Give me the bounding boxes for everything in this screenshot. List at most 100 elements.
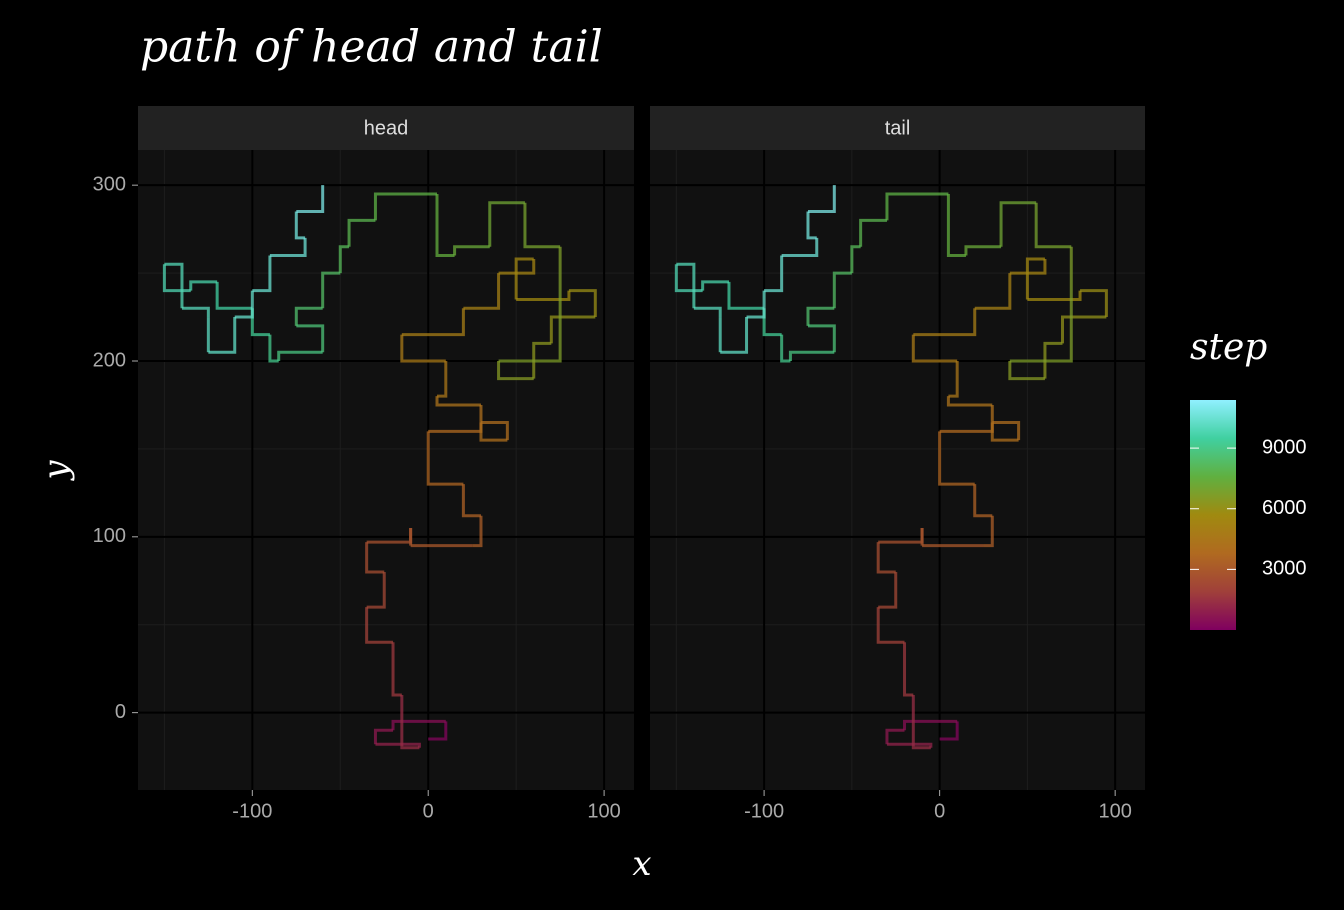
walk-segment <box>428 721 448 741</box>
strip <box>650 106 1145 150</box>
y-tick-label: 0 <box>115 701 126 723</box>
walk-segment <box>215 281 253 310</box>
walk-segment <box>1027 290 1082 301</box>
walk-segment <box>1009 246 1073 363</box>
walk-segment <box>1025 257 1045 300</box>
walk-segment <box>400 695 420 750</box>
walk-segment <box>391 642 402 697</box>
walk-segment <box>437 360 448 398</box>
x-tick-label: 100 <box>587 800 620 822</box>
walk-segment <box>903 719 958 731</box>
colorbar-label: 6000 <box>1262 497 1307 519</box>
x-tick-label: -100 <box>232 800 272 822</box>
walk-segment <box>549 315 596 344</box>
walk-segment <box>948 360 959 398</box>
walk-segment <box>532 341 552 379</box>
walk-segment <box>181 306 210 318</box>
walk-segment <box>268 334 279 363</box>
walk-segment <box>479 404 508 442</box>
walk-segment <box>885 192 949 221</box>
walk-segment <box>806 211 817 240</box>
strip-label: tail <box>885 117 911 139</box>
walk-segment <box>720 317 749 354</box>
walk-segment <box>472 515 483 548</box>
walk-segment <box>321 271 341 309</box>
y-tick-label: 300 <box>93 173 126 195</box>
walk-segment <box>401 308 465 337</box>
walk-segment <box>764 255 784 293</box>
walk-segment <box>189 280 218 291</box>
walk-segment <box>234 290 254 319</box>
walk-segment <box>781 237 819 257</box>
panel-background <box>138 150 634 790</box>
walk-segment <box>693 306 722 318</box>
walk-segment <box>516 290 571 301</box>
walk-segment <box>435 193 455 257</box>
y-axis-label: y <box>36 460 76 482</box>
walk-segment <box>701 280 729 291</box>
walk-segment <box>164 262 184 309</box>
walk-segment <box>269 237 307 257</box>
walk-segment <box>1080 289 1108 318</box>
x-tick-label: 0 <box>934 800 945 822</box>
walk-segment <box>806 306 835 326</box>
colorbar-label: 3000 <box>1262 558 1307 580</box>
walk-segment <box>1009 259 1047 275</box>
walk-segment <box>514 257 534 300</box>
walk-segment <box>1061 315 1107 344</box>
walk-segment <box>400 334 446 363</box>
walk-segment <box>523 202 561 249</box>
walk-segment <box>296 324 325 353</box>
walk-segment <box>365 607 394 644</box>
walk-segment <box>498 246 562 363</box>
walk-segment <box>746 290 766 319</box>
walk-segment <box>878 571 898 609</box>
walk-segment <box>807 324 836 353</box>
walk-segment <box>252 255 272 293</box>
walk-segment <box>1008 360 1045 381</box>
walk-segment <box>676 262 696 309</box>
walk-segment <box>999 201 1037 247</box>
walk-segment <box>859 218 887 247</box>
walk-segment <box>1034 202 1072 249</box>
walk-segment <box>568 289 597 318</box>
walk-segment <box>913 308 977 337</box>
walk-segment <box>876 542 896 574</box>
panel-background <box>650 150 1145 790</box>
walk-segment <box>365 542 385 574</box>
walk-segment <box>294 306 323 326</box>
walk-segment <box>338 245 350 274</box>
walk-segment <box>727 281 765 310</box>
walk-segment <box>498 259 536 275</box>
walk-segment <box>938 431 975 486</box>
y-tick-label: 200 <box>93 349 126 371</box>
walk-segment <box>780 334 791 363</box>
walk-segment <box>946 396 993 407</box>
walk-segment <box>788 350 835 361</box>
walk-segment <box>885 728 905 745</box>
x-tick-label: 0 <box>423 800 434 822</box>
legend-title: step <box>1190 327 1267 368</box>
walk-segment <box>807 185 836 214</box>
x-tick-label: 100 <box>1098 800 1131 822</box>
walk-segment <box>876 607 905 644</box>
walk-segment <box>461 484 481 518</box>
walk-segment <box>990 404 1019 442</box>
walk-segment <box>426 431 464 486</box>
walk-segment <box>903 642 914 697</box>
walk-segment <box>983 515 994 548</box>
walk-segment <box>463 273 501 310</box>
walk-segment <box>974 273 1012 310</box>
walk-segment <box>366 571 386 609</box>
y-tick-label: 100 <box>93 525 126 547</box>
colorbar-label: 9000 <box>1262 436 1307 458</box>
walk-segment <box>208 317 237 354</box>
walk-segment <box>373 728 394 745</box>
walk-segment <box>453 245 490 256</box>
walk-segment <box>992 421 1021 441</box>
strip-label: head <box>364 117 409 139</box>
walk-segment <box>296 185 325 214</box>
walk-segment <box>347 218 376 247</box>
colorbar <box>1190 400 1236 630</box>
